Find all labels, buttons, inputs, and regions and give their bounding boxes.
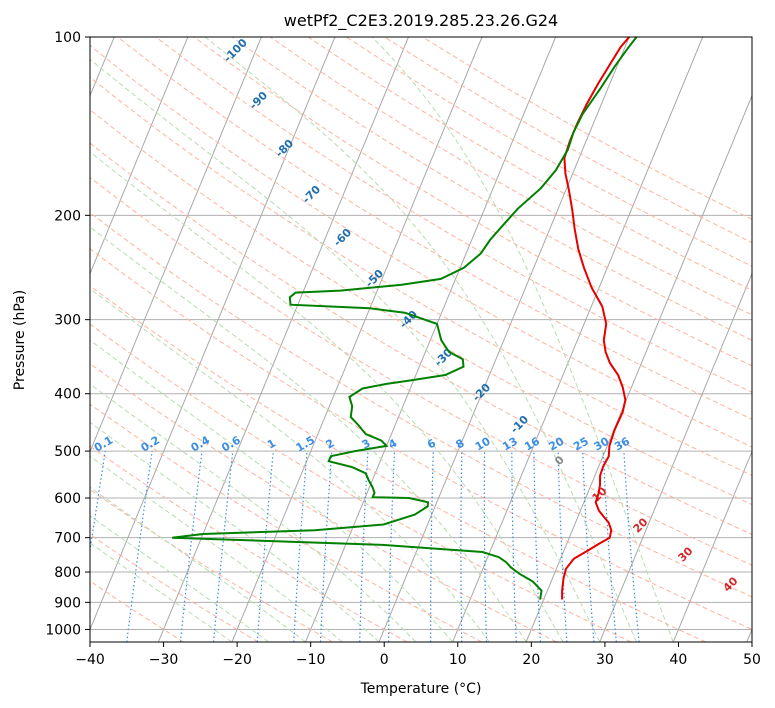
moist-adiabat bbox=[90, 421, 380, 642]
isotherm-gridline bbox=[672, 450, 752, 642]
mixing-ratio-line bbox=[213, 451, 234, 642]
x-tick-label: −30 bbox=[149, 652, 179, 668]
dry-adiabat bbox=[90, 44, 752, 448]
dry-adiabat bbox=[90, 248, 752, 630]
dry-adiabat bbox=[90, 403, 483, 642]
dry-adiabat bbox=[90, 211, 752, 598]
y-axis: 100 200 300 400 500 600 700 800 900 1000 bbox=[45, 30, 90, 638]
mixing-ratio-line bbox=[179, 451, 203, 642]
x-tick-label: 50 bbox=[743, 652, 761, 668]
x-axis: −40 −30 −20 −10 0 10 20 30 40 50 bbox=[75, 642, 761, 668]
y-tick-label: 600 bbox=[54, 491, 81, 507]
x-tick-label: −20 bbox=[222, 652, 252, 668]
y-axis-title: Pressure (hPa) bbox=[12, 290, 28, 390]
dry-adiabat bbox=[90, 488, 333, 642]
y-tick-label: 400 bbox=[54, 387, 81, 403]
mixing-ratio-line bbox=[602, 451, 617, 642]
dry-adiabat bbox=[90, 109, 752, 506]
dry-adiabat bbox=[90, 76, 752, 476]
dry-adiabat bbox=[269, 37, 752, 316]
moist-adiabat bbox=[90, 515, 269, 642]
moist-adiabat bbox=[90, 226, 527, 642]
temperature-line bbox=[561, 37, 630, 600]
moist-adiabat bbox=[90, 339, 453, 642]
y-tick-label: 200 bbox=[54, 208, 81, 224]
moist-adiabat bbox=[90, 58, 601, 642]
x-tick-label: 20 bbox=[522, 652, 540, 668]
dry-adiabat bbox=[231, 37, 752, 341]
dry-adiabat bbox=[90, 142, 752, 536]
profile-series bbox=[171, 37, 638, 600]
dry-adiabat bbox=[308, 37, 752, 291]
x-tick-label: 10 bbox=[449, 652, 467, 668]
dry-adiabat bbox=[90, 285, 706, 642]
mixing-ratio-line bbox=[126, 451, 153, 642]
moist-adiabat bbox=[90, 151, 564, 642]
dewpoint-line bbox=[171, 37, 638, 600]
moist-adiabat bbox=[90, 542, 233, 642]
isotherm-gridline bbox=[599, 272, 752, 642]
chart-title: wetPf2_C2E3.2019.285.23.26.G24 bbox=[284, 11, 558, 31]
isotherm-gridline bbox=[90, 37, 336, 631]
mixing-ratio-line bbox=[90, 451, 106, 555]
moist-adiabat bbox=[90, 486, 306, 642]
dry-adiabat bbox=[90, 176, 752, 566]
dry-adiabat bbox=[90, 533, 259, 642]
y-tick-label: 800 bbox=[54, 565, 81, 581]
dry-adiabat bbox=[90, 362, 557, 642]
mixing-ratio-line bbox=[623, 451, 640, 642]
moist-adiabat bbox=[90, 287, 490, 642]
isotherm-gridline bbox=[378, 37, 630, 642]
isotherm-gridline bbox=[90, 37, 189, 275]
isotherm-gridline bbox=[90, 37, 262, 453]
x-tick-label: −10 bbox=[296, 652, 326, 668]
dry-adiabat bbox=[117, 37, 752, 420]
y-tick-label: 300 bbox=[54, 313, 81, 329]
x-tick-label: 30 bbox=[596, 652, 614, 668]
plot-frame bbox=[89, 36, 753, 643]
moist-adiabat bbox=[204, 37, 637, 642]
x-tick-label: −40 bbox=[75, 652, 105, 668]
x-tick-label: 0 bbox=[380, 652, 389, 668]
y-tick-label: 1000 bbox=[45, 622, 81, 638]
x-axis-title: Temperature (°C) bbox=[360, 681, 482, 697]
moist-adiabat bbox=[371, 37, 674, 642]
y-tick-label: 700 bbox=[54, 531, 81, 547]
isotherm-gridline bbox=[525, 94, 752, 642]
y-tick-label: 900 bbox=[54, 595, 81, 611]
y-tick-label: 500 bbox=[54, 444, 81, 460]
isotherm-gridline bbox=[452, 37, 704, 642]
mixing-ratio-line bbox=[256, 451, 274, 642]
y-tick-label: 100 bbox=[54, 30, 81, 46]
dry-adiabat bbox=[90, 323, 632, 642]
x-tick-label: 40 bbox=[670, 652, 688, 668]
isotherm-gridline bbox=[157, 37, 409, 642]
